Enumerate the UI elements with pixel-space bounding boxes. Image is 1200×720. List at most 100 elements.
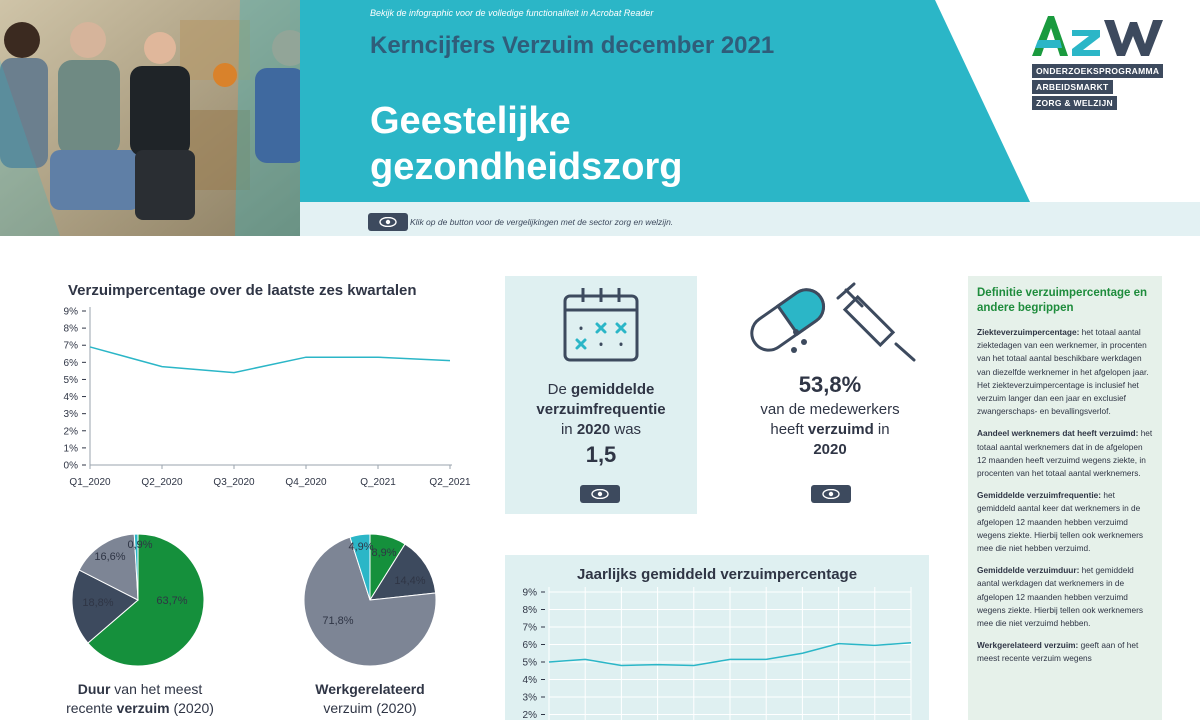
eye-icon [379, 217, 397, 227]
logo-tag-3: ZORG & WELZIJN [1032, 96, 1117, 110]
x-tick-label: Q4_2020 [285, 477, 327, 488]
pie-slice-label: 63,7% [156, 595, 187, 607]
y-tick-label: 4% [64, 392, 79, 403]
annual-chart-card [505, 555, 929, 720]
freq-l3-post: was [610, 421, 642, 438]
x-tick-label: Q_2021 [360, 477, 396, 488]
y-tick-label: 8% [64, 324, 79, 335]
definitions-sidebar: Definitie verzuimpercentage en andere be… [968, 276, 1162, 720]
pie-slice [78, 533, 139, 601]
pie-slice-label: 71,8% [322, 615, 353, 627]
calendar-icon [563, 288, 639, 362]
x-tick-label: Q1_2020 [69, 477, 111, 488]
definition-term: Ziekteverzuimpercentage: [977, 327, 1080, 337]
work-caption-l2: verzuim (2020) [323, 700, 417, 716]
header-banner: Bekijk de infographic voor de volledige … [0, 0, 1200, 236]
workrelated-pie-chart: 8,9% 14,4% 71,8% 4,9% [303, 533, 437, 667]
medicine-syringe-icon [750, 282, 916, 362]
logo-tags: ONDERZOEKSPROGRAMMA ARBEIDSMARKT ZORG & … [1032, 64, 1164, 112]
duration-pie-caption: Duur van het meest recente verzuim (2020… [40, 680, 240, 718]
page-title-line1: Geestelijke [370, 100, 571, 142]
pie-slice-label: 4,9% [348, 541, 373, 553]
page-title-line2: gezondheidszorg [370, 146, 683, 188]
definition-term: Aandeel werknemers dat heeft verzuimd: [977, 428, 1139, 439]
definition-text: geeft aan of het meest recente verzuim w… [977, 640, 1139, 664]
acrobat-note: Bekijk de infographic voor de volledige … [370, 8, 654, 18]
quarterly-chart-title: Verzuimpercentage over de laatste zes kw… [68, 282, 417, 299]
y-tick-label: 4% [523, 675, 538, 686]
share-l2-post: in [873, 421, 890, 438]
y-tick-label: 3% [64, 409, 79, 420]
workrelated-pie-caption: Werkgerelateerd verzuim (2020) [270, 680, 470, 718]
freq-l3-pre: in [560, 421, 577, 438]
y-tick-label: 3% [523, 693, 538, 704]
definitions-heading: Definitie verzuimpercentage en andere be… [977, 287, 1147, 314]
y-tick-label: 7% [64, 341, 79, 352]
definition-text: het totaal aantal werknemers dat in de a… [977, 428, 1153, 479]
y-tick-label: 9% [64, 307, 79, 318]
y-tick-label: 2% [64, 426, 79, 437]
work-caption-bold: Werkgerelateerd [315, 681, 425, 697]
annual-line-chart: 2% 3% 4% 5% 6% 7% 8% 9% [523, 587, 912, 720]
share-value: 53,8% [798, 372, 862, 397]
definition-item: Werkgerelateerd verzuim: geeft aan of he… [977, 639, 1153, 665]
frequency-text: De gemiddelde verzuimfrequentie in 2020 … [505, 380, 697, 440]
definition-item: Aandeel werknemers dat heeft verzuimd: h… [977, 427, 1153, 480]
y-tick-label: 8% [523, 605, 538, 616]
series-line [89, 346, 451, 374]
frequency-card [505, 276, 697, 514]
freq-l3-bold: 2020 [576, 421, 611, 438]
y-tick-label: 5% [64, 375, 79, 386]
y-tick-label: 2% [523, 710, 538, 720]
pie-slice-label: 0,9% [127, 539, 152, 551]
eye-icon [591, 489, 609, 499]
y-tick-label: 5% [523, 658, 538, 669]
quarterly-line-chart: 0% 1% 2% 3% 4% 5% 6% 7% 8% 9% Q1_2020 Q2_2020 Q3_202… [64, 307, 471, 489]
definition-term: Werkgerelateerd verzuim: [977, 640, 1079, 651]
header-photo [0, 0, 300, 236]
definition-text: het gemiddeld aantal keer dat werknemers… [977, 490, 1144, 554]
pie-slice-label: 18,8% [82, 597, 113, 609]
frequency-value: 1,5 [585, 442, 617, 467]
x-tick-label: Q2_2021 [429, 477, 471, 488]
frequency-compare-button[interactable] [580, 485, 620, 503]
pie-slice [87, 533, 205, 667]
duration-caption-text: van het meest [110, 681, 203, 697]
duration-caption-l2-post: (2020) [169, 700, 214, 716]
share-l3: 2020 [813, 441, 847, 458]
pie-slice-label: 14,4% [394, 575, 425, 587]
freq-l2-bold: verzuimfrequentie [536, 401, 666, 418]
x-tick-label: Q2_2020 [141, 477, 183, 488]
compare-hint: Klik op de button voor de vergelijkingen… [410, 217, 674, 227]
report-kicker: Kerncijfers Verzuim december 2021 [370, 32, 775, 59]
page-title: Geestelijke gezondheidszorg [370, 98, 790, 190]
azw-logo-icon [1032, 16, 1163, 56]
y-tick-label: 7% [523, 623, 538, 634]
y-tick-label: 9% [523, 588, 538, 599]
definition-text: het gemiddeld aantal werkdagen dat werkn… [977, 565, 1144, 629]
share-l1: van de medewerkers [760, 401, 900, 418]
definition-term: Gemiddelde verzuimduur: [977, 565, 1080, 576]
eye-icon [822, 489, 840, 499]
definition-term: Gemiddelde verzuimfrequentie: [977, 490, 1102, 501]
share-text: van de medewerkers heeft verzuimd in 202… [730, 400, 930, 460]
definition-item: Gemiddelde verzuimfrequentie: het gemidd… [977, 489, 1153, 555]
duration-caption-l2: recente [66, 700, 117, 716]
y-tick-label: 6% [523, 640, 538, 651]
share-compare-button[interactable] [811, 485, 851, 503]
pie-slice [369, 543, 437, 601]
definition-item: Gemiddelde verzuimduur: het gemiddeld aa… [977, 564, 1153, 630]
compare-button[interactable] [368, 213, 408, 231]
pie-slice-label: 8,9% [371, 547, 396, 559]
share-l2-bold: verzuimd [807, 421, 874, 438]
pie-slice [71, 569, 139, 644]
share-l2-pre: heeft [770, 421, 808, 438]
duration-pie-chart: 63,7% 18,8% 16,6%0,9% [71, 533, 205, 667]
annual-chart-title: Jaarlijks gemiddeld verzuimpercentage [576, 566, 858, 583]
logo-tag-2: ARBEIDSMARKT [1032, 80, 1113, 94]
pie-slice-label: 16,6% [94, 551, 125, 563]
pie-slice [133, 533, 139, 601]
y-tick-label: 0% [64, 461, 79, 472]
duration-caption-l2-bold: verzuim [116, 700, 170, 716]
logo-tag-1: ONDERZOEKSPROGRAMMA [1032, 64, 1164, 78]
